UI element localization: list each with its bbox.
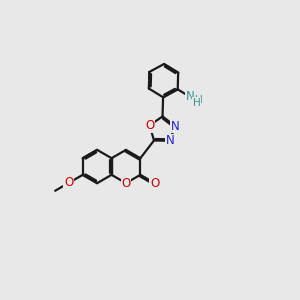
Text: N: N <box>165 134 174 147</box>
Text: N: N <box>185 90 194 103</box>
Text: N: N <box>171 119 179 133</box>
Text: H: H <box>193 98 200 108</box>
Text: O: O <box>145 119 154 132</box>
Text: O: O <box>64 176 74 189</box>
Text: O: O <box>150 177 159 190</box>
Text: O: O <box>121 177 130 190</box>
Text: H: H <box>194 95 202 105</box>
